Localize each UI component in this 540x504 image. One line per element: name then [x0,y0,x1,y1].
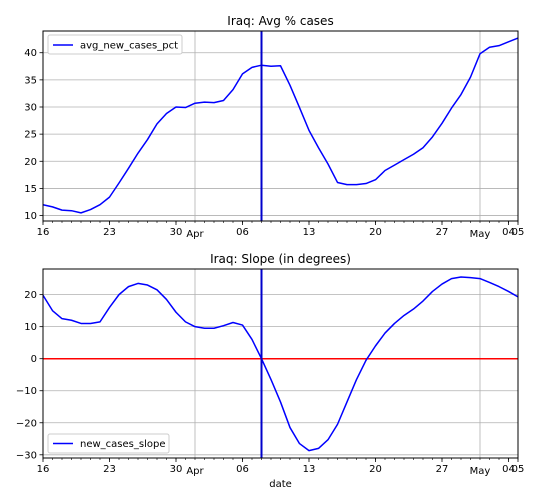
month-label: May [470,466,491,477]
legend-box [47,433,170,454]
x-tick-label: 05 [512,227,525,238]
x-tick-label: 04 [502,464,515,475]
legend-label: new_cases_slope [80,439,165,450]
x-tick-label: 13 [303,464,316,475]
x-tick-label: 23 [103,227,116,238]
x-tick-label: 13 [303,227,316,238]
x-tick-label: 06 [236,464,249,475]
chart-title: Iraq: Slope (in degrees) [210,252,351,266]
legend: new_cases_slope [47,433,170,454]
y-tick-label: 25 [24,130,37,141]
legend-box [47,34,183,55]
y-tick-label: 20 [24,290,37,301]
month-label: Apr [186,466,204,477]
x-tick-label: 30 [170,464,183,475]
grid [43,269,518,458]
x-tick-label: 27 [436,464,449,475]
y-tick-label: 10 [24,322,37,333]
axes-frame [42,268,519,459]
y-tick-label: −20 [16,418,37,429]
y-tick-label: 35 [24,75,37,86]
chart-title: Iraq: Avg % cases [227,14,333,28]
x-axis-label: date [269,479,292,490]
y-tick-label: 40 [24,48,37,59]
x-tick-label: 16 [37,464,50,475]
x-tick-label: 05 [512,464,525,475]
x-tick-label: 04 [502,227,515,238]
series-line [42,276,519,452]
series-line [42,37,519,214]
y-tick-label: −30 [16,450,37,461]
month-label: Apr [186,229,204,240]
y-tick-label: 10 [24,211,37,222]
plot-area [42,269,519,458]
y-tick-label: 15 [24,184,37,195]
x-tick-label: 30 [170,227,183,238]
x-tick-label: 27 [436,227,449,238]
grid [43,31,518,221]
legend-label: avg_new_cases_pct [80,41,178,52]
plot-area [42,31,519,221]
x-tick-label: 20 [369,464,382,475]
legend: avg_new_cases_pct [47,34,183,55]
x-tick-label: 06 [236,227,249,238]
y-tick-label: −10 [16,386,37,397]
y-tick-label: 20 [24,157,37,168]
x-tick-label: 16 [37,227,50,238]
y-tick-label: 0 [31,354,37,365]
y-tick-label: 30 [24,103,37,114]
axes-frame [42,30,519,222]
x-tick-label: 20 [369,227,382,238]
month-label: May [470,229,491,240]
chart-avg-cases: Iraq: Avg % cases Apr May 10 15 20 25 30 35 40 16… [24,14,524,240]
chart-slope: Iraq: Slope (in degrees) Apr May −30 −20 −10… [16,252,524,490]
x-tick-label: 23 [103,464,116,475]
